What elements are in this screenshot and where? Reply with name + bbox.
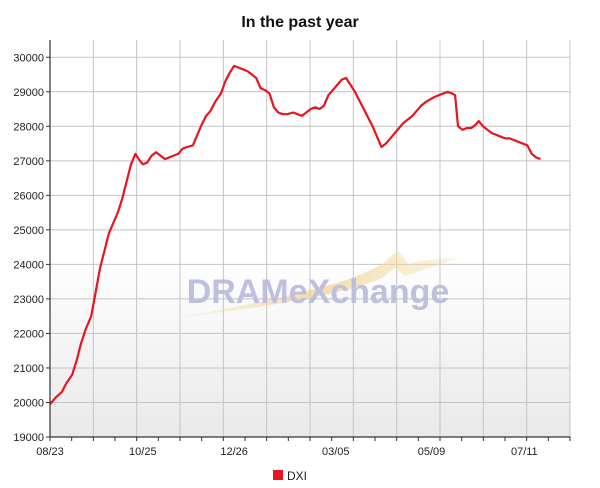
axes	[46, 40, 571, 441]
x-tick-label: 10/25	[129, 446, 157, 458]
legend-swatch-dxi	[273, 470, 283, 480]
x-tick-label: 07/11	[511, 446, 538, 458]
y-tick-label: 25000	[13, 225, 44, 237]
y-tick-labels: 19000 20000 21000 22000 23000 24000 25000 26000…	[13, 52, 44, 444]
watermark-swoosh	[175, 250, 460, 318]
x-tick-label: 08/23	[36, 446, 64, 458]
y-tick-label: 28000	[13, 121, 44, 133]
y-tick-label: 24000	[13, 259, 44, 271]
x-tick-label: 03/05	[322, 446, 350, 458]
y-tick-label: 21000	[13, 363, 44, 375]
y-tick-label: 19000	[13, 432, 44, 444]
y-tick-label: 29000	[13, 87, 44, 99]
x-tick-label: 05/09	[418, 446, 446, 458]
grid	[50, 40, 571, 438]
watermark-text: DRAMeXchange	[187, 273, 450, 311]
x-tick-labels: 08/23 10/25 12/26 03/05 05/09 07/11	[36, 446, 537, 458]
watermark: DRAMeXchange	[175, 250, 460, 318]
y-tick-label: 22000	[13, 328, 44, 340]
y-tick-label: 27000	[13, 156, 44, 168]
series-line-dxi	[49, 64, 541, 405]
x-tick-label: 12/26	[220, 446, 248, 458]
series-layer	[49, 64, 541, 405]
y-tick-label: 23000	[13, 294, 44, 306]
y-tick-label: 20000	[13, 397, 44, 409]
legend: DXI	[273, 469, 307, 483]
y-tick-label: 30000	[13, 52, 44, 64]
y-tick-label: 26000	[13, 190, 44, 202]
legend-label-dxi: DXI	[287, 469, 307, 483]
chart-title: In the past year	[241, 14, 358, 31]
